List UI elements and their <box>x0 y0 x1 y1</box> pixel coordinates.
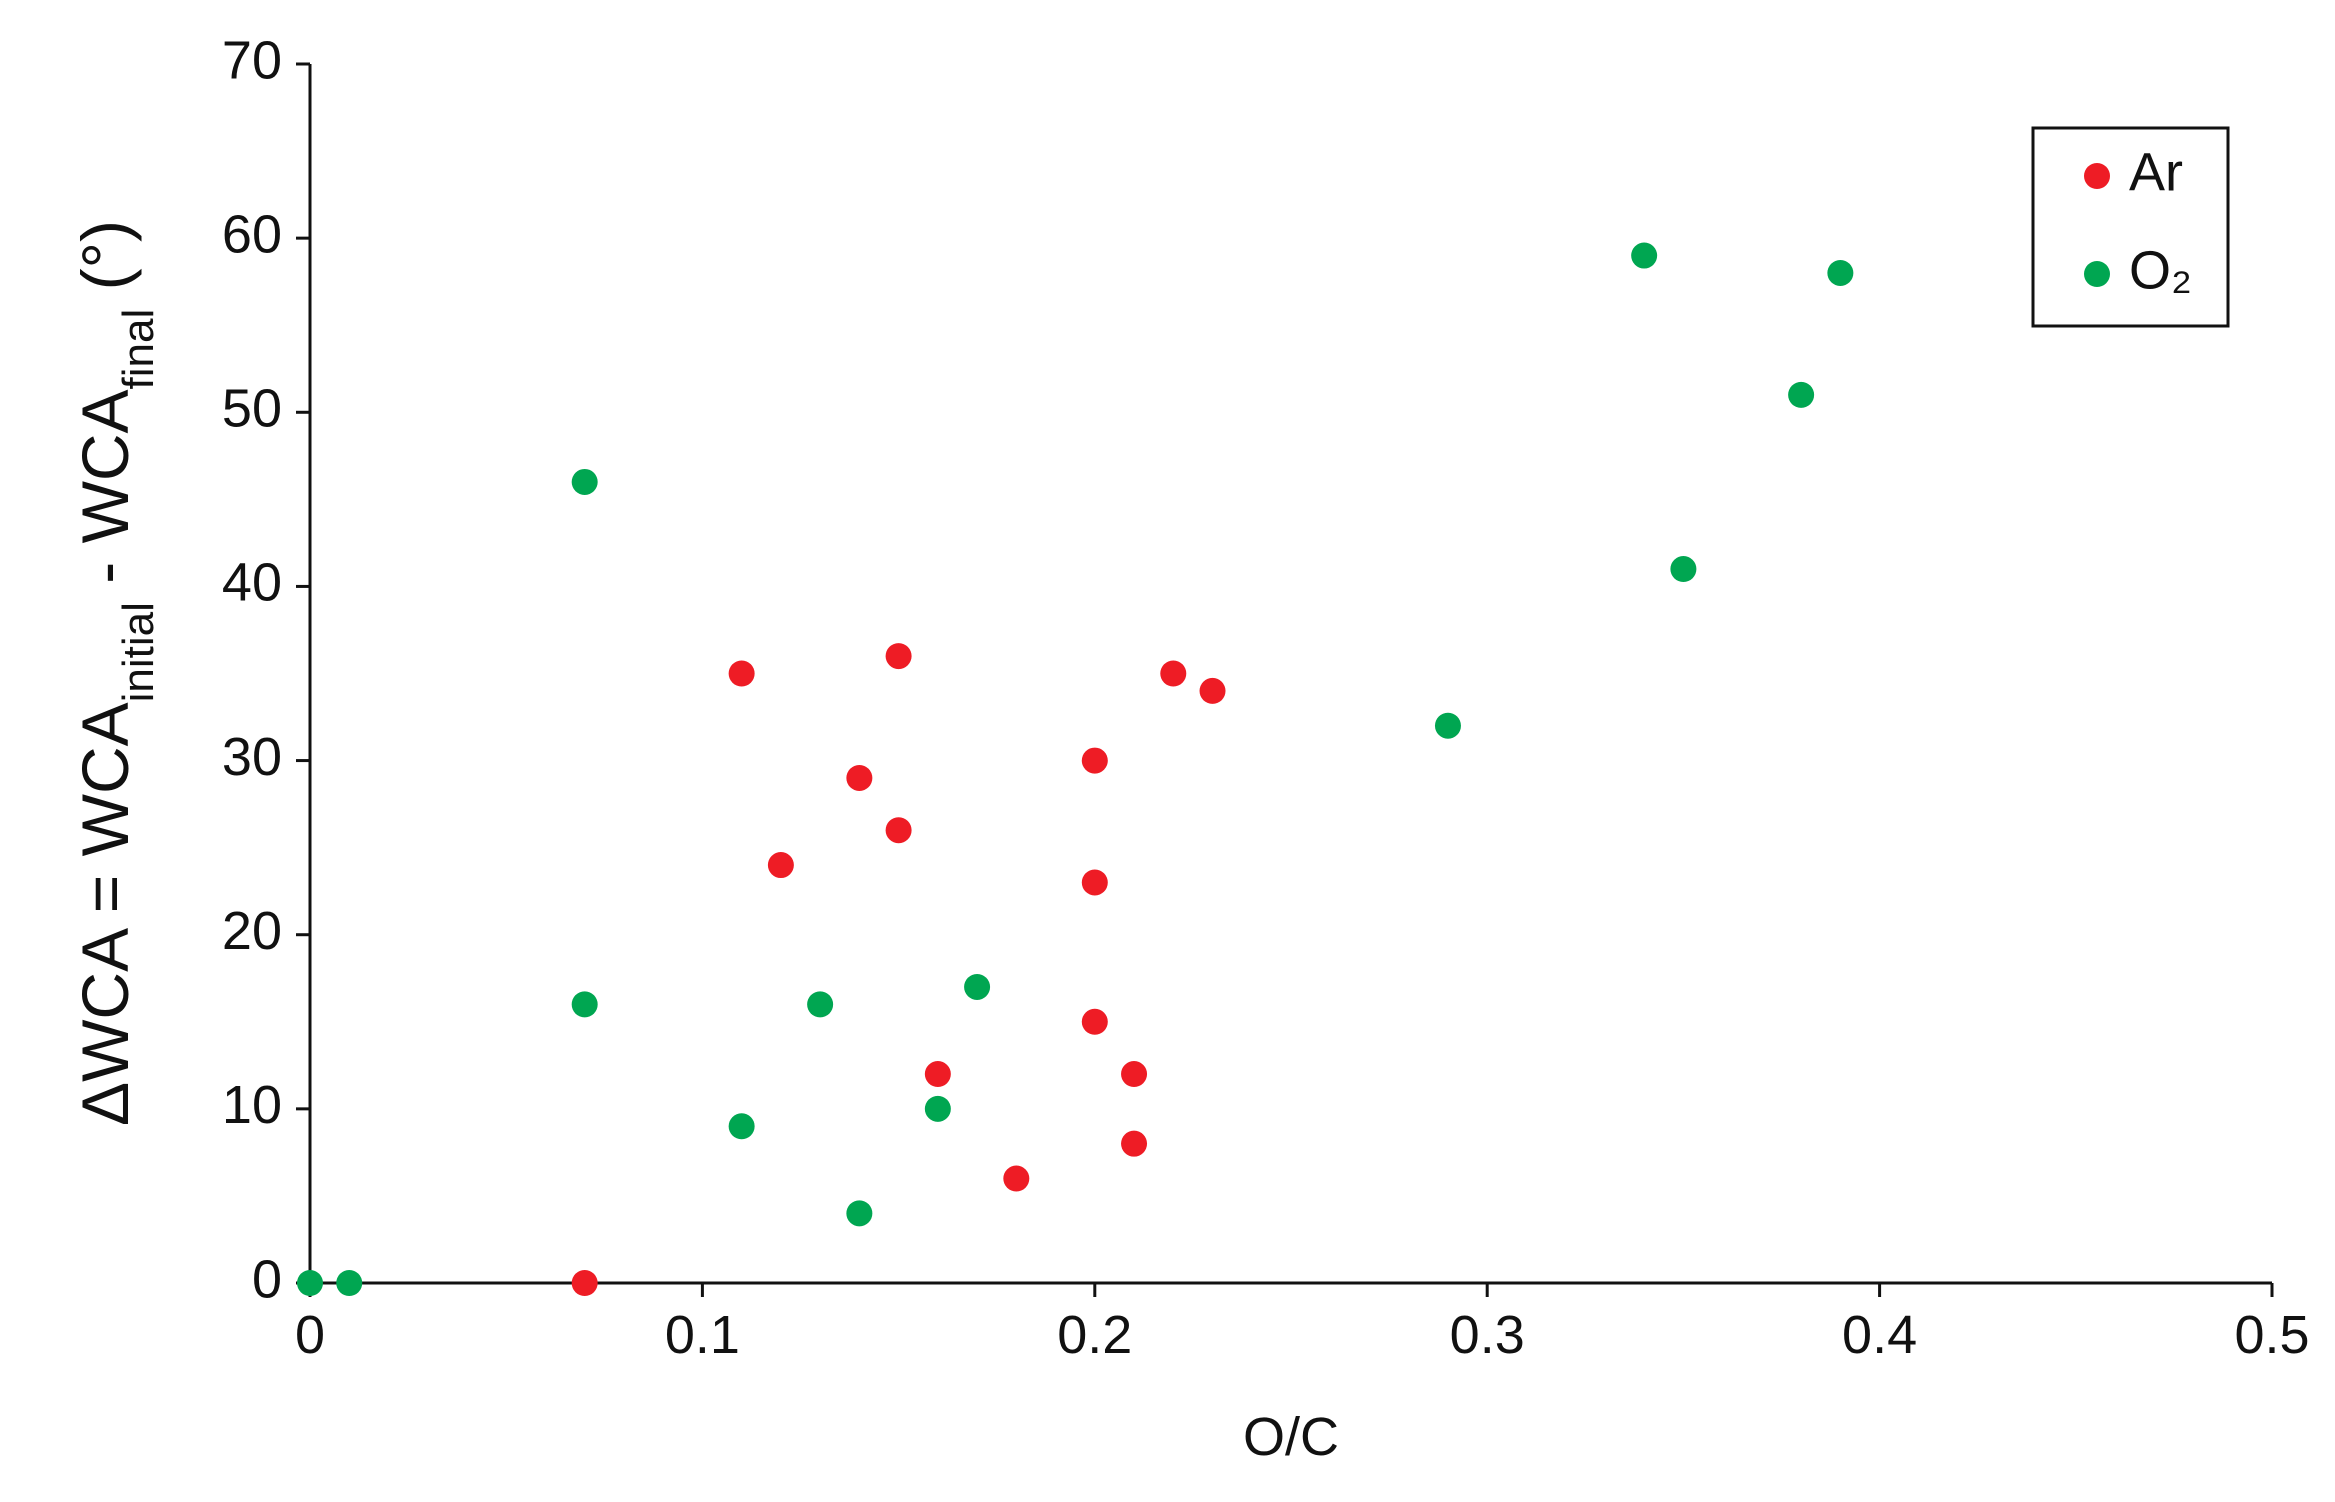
point <box>1003 1165 1030 1192</box>
point <box>297 1270 323 1296</box>
y-tick-label: 30 <box>222 727 282 787</box>
legend-label: Ar <box>2129 142 2183 202</box>
point <box>1081 747 1108 774</box>
x-tick-label: 0.2 <box>1057 1305 1132 1365</box>
point <box>964 973 991 1000</box>
point <box>924 1095 951 1122</box>
point <box>336 1270 363 1296</box>
point <box>807 991 834 1018</box>
point <box>728 660 755 687</box>
legend-marker <box>2084 163 2110 189</box>
legend-marker <box>2084 261 2110 287</box>
point <box>885 643 912 670</box>
point <box>1670 556 1697 583</box>
y-axis-label-part: initial <box>114 602 163 702</box>
x-axis-label: O/C <box>1243 1407 1339 1467</box>
legend-box <box>2031 126 2230 328</box>
y-axis-label-part: (°) <box>68 220 142 309</box>
point <box>571 468 598 495</box>
point <box>846 1200 873 1227</box>
y-axis-label-part: ΔWCA = WCA <box>68 702 142 1126</box>
y-axis-label-part: final <box>114 309 163 390</box>
legend-label: O₂ <box>2129 240 2192 300</box>
y-tick-label: 20 <box>222 901 282 961</box>
y-axis-label: ΔWCA = WCAinitial - WCAfinal (°) <box>68 220 163 1126</box>
point <box>1827 259 1854 286</box>
point <box>1199 677 1226 704</box>
point <box>767 852 794 879</box>
point <box>728 1113 755 1140</box>
y-axis-label-part: - WCA <box>68 389 142 602</box>
point <box>571 1270 598 1296</box>
point <box>571 991 598 1018</box>
x-tick-label: 0.3 <box>1450 1305 1525 1365</box>
y-tick-label: 40 <box>222 553 282 613</box>
x-tick-label: 0.4 <box>1842 1305 1917 1365</box>
point <box>1788 381 1815 408</box>
y-tick-label: 0 <box>252 1249 282 1309</box>
point <box>924 1061 951 1088</box>
x-tick-label: 0 <box>295 1305 325 1365</box>
y-tick-label: 10 <box>222 1075 282 1135</box>
point <box>1434 712 1461 739</box>
point <box>846 764 873 791</box>
x-tick-label: 0.1 <box>665 1305 740 1365</box>
point <box>1121 1061 1148 1088</box>
point <box>1081 1008 1108 1035</box>
y-tick-label: 50 <box>222 379 282 439</box>
y-tick-label: 60 <box>222 204 282 264</box>
point <box>1121 1130 1148 1157</box>
point <box>1160 660 1187 687</box>
x-tick-label: 0.5 <box>2234 1305 2309 1365</box>
point <box>1081 869 1108 896</box>
y-tick-label: 70 <box>222 30 282 90</box>
point <box>885 817 912 844</box>
point <box>1631 242 1658 269</box>
